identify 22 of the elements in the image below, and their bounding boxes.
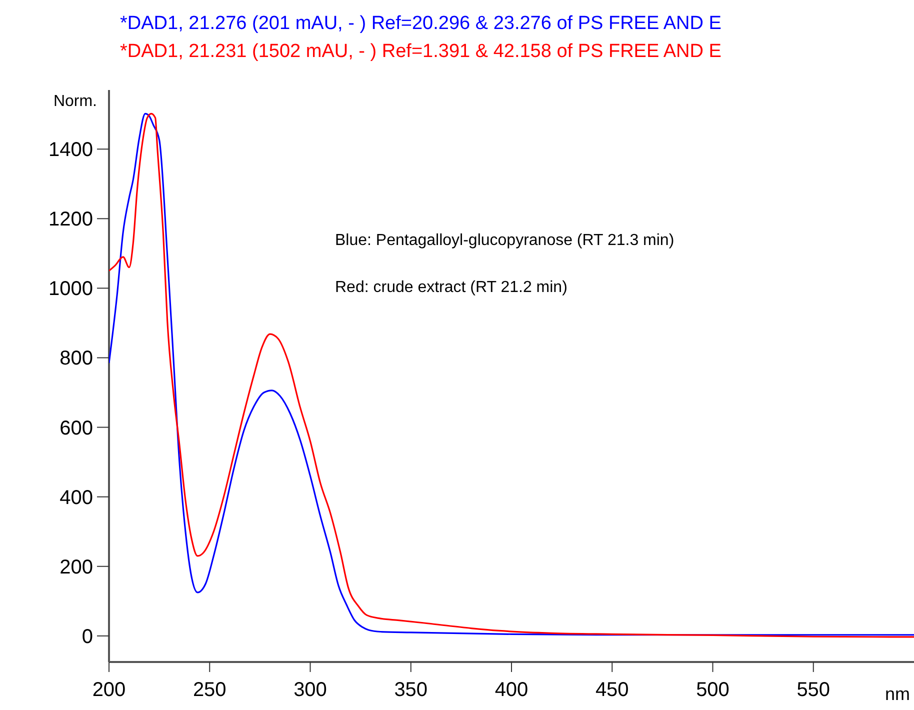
x-tick-label: 200: [92, 679, 126, 701]
x-tick-label: 500: [696, 679, 730, 701]
x-tick-label: 400: [494, 679, 528, 701]
y-axis-title: Norm.: [53, 93, 97, 110]
y-tick-label: 400: [60, 486, 93, 509]
y-tick-label: 200: [60, 556, 93, 578]
y-tick-label: 600: [60, 417, 93, 440]
text: *DAD1, 21.276 (201 mAU, - ) Ref=20.296 & 23.276 of PS FREE AND E: [120, 13, 722, 34]
x-tick-label: 350: [394, 679, 428, 701]
annotation: Red: crude extract (RT 21.2 min): [335, 279, 568, 296]
y-tick-label: 1200: [48, 208, 93, 231]
y-tick-label: 1400: [48, 139, 93, 162]
x-tick-label: 300: [294, 679, 327, 701]
y-tick-label: 800: [60, 348, 93, 370]
y-tick-label: 0: [82, 626, 93, 648]
y-tick-label: 1000: [48, 278, 93, 300]
text: *DAD1, 21.231 (1502 mAU, - ) Ref=1.391 & 42.158 of PS FREE AND E: [120, 41, 722, 62]
annotation: Blue: Pentagalloyl-glucopyranose (RT 21.3 min): [335, 232, 674, 249]
x-tick-label: 250: [192, 679, 226, 701]
x-tick-label: 450: [595, 679, 629, 701]
x-axis-title: nm: [884, 684, 910, 704]
x-tick-label: 550: [796, 679, 830, 701]
